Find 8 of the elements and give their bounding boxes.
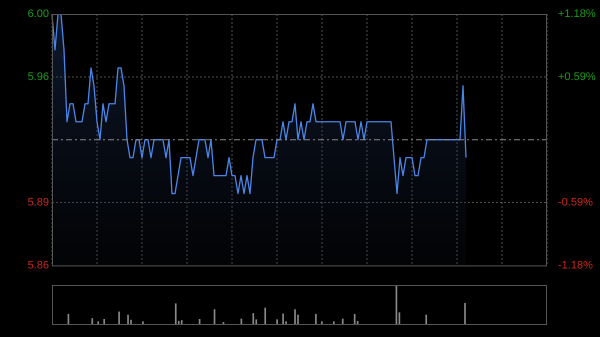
y2-tick-label: +0.59% [558,70,596,83]
y-tick-label: 5.96 [28,70,49,83]
y-tick-label: 5.89 [28,196,49,209]
y-tick-label: 5.86 [28,259,49,272]
y2-tick-label: -1.18% [558,259,594,272]
y2-tick-label: -0.59% [558,196,594,209]
y2-tick-label: +1.18% [558,8,596,20]
y-tick-label: 6.00 [28,8,49,20]
